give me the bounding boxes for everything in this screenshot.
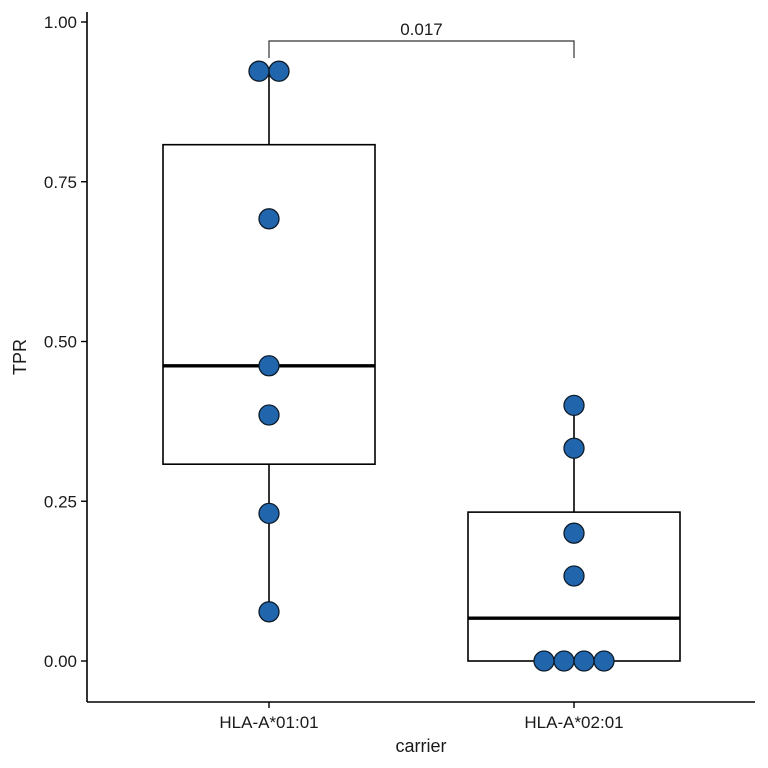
significance-bracket: 0.017 [268,20,575,58]
box-1 [162,71,376,612]
data-point [258,601,280,623]
y-tick-label: 0.50 [44,333,77,352]
data-point [563,394,585,417]
data-point [593,650,615,672]
bracket-line [268,40,575,58]
x-tick-label: HLA-A*01:01 [219,713,318,732]
data-point [553,650,575,672]
y-ticks: 0.00 0.25 0.50 0.75 1.00 [44,13,87,671]
data-point [248,60,270,82]
data-point [258,208,280,230]
x-axis-title: carrier [395,736,446,756]
data-point [258,355,280,377]
data-point [258,502,280,525]
y-tick-label: 0.75 [44,173,77,192]
y-tick-label: 0.25 [44,492,77,511]
annotations: 0.017 [268,20,575,58]
y-tick-label: 0.00 [44,652,77,671]
data-points [248,60,615,672]
data-point [533,650,555,672]
data-point [573,650,595,672]
x-tick-label: HLA-A*02:01 [524,713,623,732]
data-point [258,404,280,426]
y-axis-title: TPR [10,339,30,375]
data-point [563,565,585,587]
data-point [268,60,290,82]
data-point [563,437,585,459]
boxes [162,71,681,662]
y-tick-label: 1.00 [44,13,77,32]
p-value-label: 0.017 [400,20,443,39]
data-point [563,522,585,544]
axes: 0.00 0.25 0.50 0.75 1.00 HLA-A*01:01 HLA-A*02… [44,12,755,732]
x-ticks: HLA-A*01:01 HLA-A*02:01 [219,702,624,732]
